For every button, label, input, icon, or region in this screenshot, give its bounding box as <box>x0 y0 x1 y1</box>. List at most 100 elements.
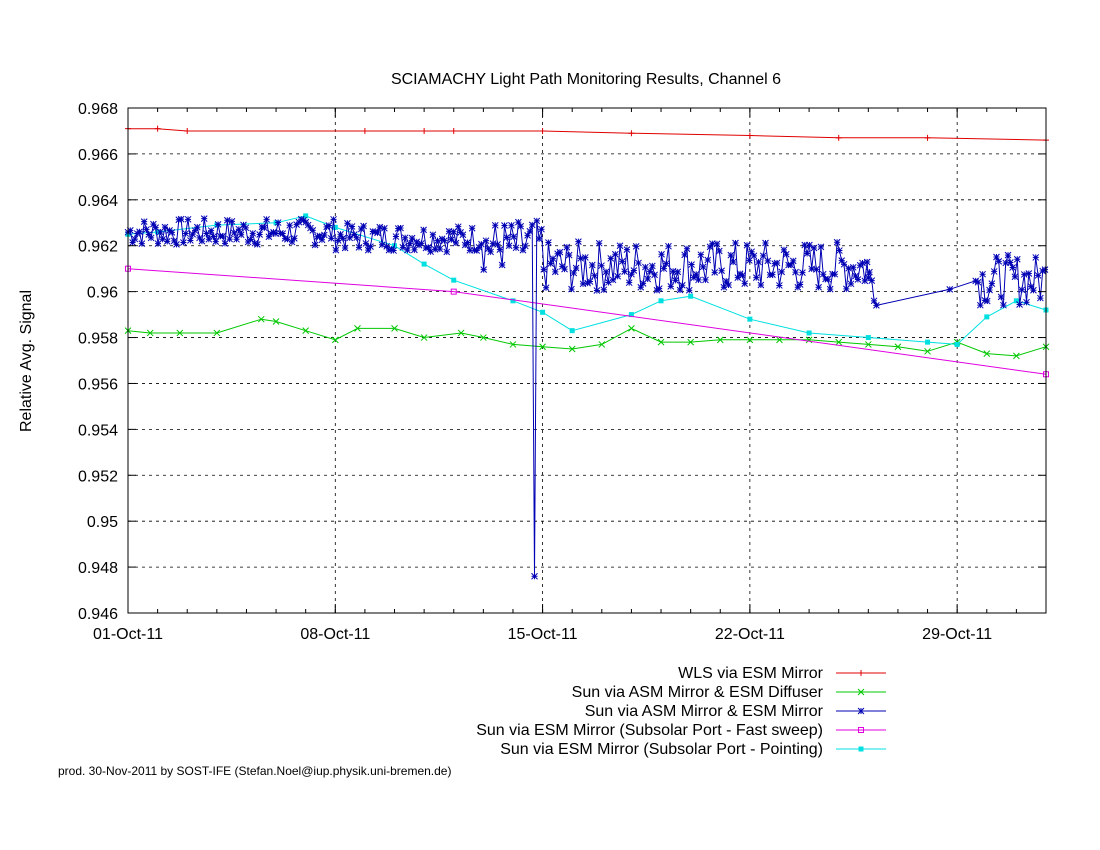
data-point <box>745 257 753 264</box>
data-point <box>782 250 790 258</box>
data-point <box>176 329 184 337</box>
y-tick-label: 0.968 <box>78 101 118 118</box>
data-point <box>974 278 982 286</box>
data-point <box>126 226 134 234</box>
data-point <box>480 334 487 341</box>
data-point <box>267 230 275 237</box>
data-point <box>223 216 231 224</box>
data-point <box>591 272 598 280</box>
data-point <box>147 234 155 242</box>
data-point <box>1025 270 1033 277</box>
data-point <box>258 223 266 231</box>
data-point <box>445 227 453 235</box>
data-point <box>660 265 668 273</box>
data-point <box>1037 294 1044 302</box>
data-point <box>237 231 245 239</box>
data-point <box>924 134 931 141</box>
data-point <box>510 233 518 241</box>
data-point <box>330 215 337 223</box>
data-point <box>602 268 610 276</box>
data-point <box>570 269 578 277</box>
data-point <box>651 271 658 279</box>
data-point <box>182 230 190 237</box>
data-point <box>979 270 986 278</box>
legend-marker <box>858 670 864 676</box>
data-point <box>170 237 178 245</box>
data-point <box>854 276 862 283</box>
data-point <box>413 238 421 246</box>
data-point <box>628 130 635 137</box>
data-point <box>598 262 605 270</box>
data-point <box>539 127 546 134</box>
data-point <box>494 240 501 248</box>
legend-marker <box>858 727 864 733</box>
data-point <box>720 283 728 291</box>
data-point <box>1018 286 1026 294</box>
data-point <box>163 238 171 245</box>
data-point <box>420 226 427 234</box>
series-2 <box>124 215 1049 580</box>
data-point <box>849 263 857 271</box>
data-point <box>976 301 984 309</box>
data-point <box>568 285 575 293</box>
data-point <box>1000 301 1007 309</box>
data-point <box>496 246 504 253</box>
data-point <box>722 277 730 285</box>
data-point <box>318 236 326 244</box>
data-point <box>778 268 786 276</box>
data-point <box>803 250 811 257</box>
data-point <box>1013 352 1020 360</box>
y-tick-label: 0.96 <box>87 285 118 302</box>
data-point <box>491 221 499 229</box>
data-point <box>762 239 769 247</box>
data-point <box>695 276 702 284</box>
data-point <box>334 237 342 244</box>
data-point <box>429 231 437 239</box>
data-point <box>542 284 550 292</box>
series-line <box>127 268 1047 375</box>
data-point <box>808 265 816 273</box>
data-point <box>595 239 603 247</box>
series-line <box>127 318 1047 357</box>
data-point <box>669 267 677 275</box>
data-point <box>390 247 397 254</box>
data-point <box>792 268 799 276</box>
data-point <box>692 270 700 278</box>
data-point <box>648 262 656 270</box>
data-point <box>870 297 878 305</box>
data-point <box>431 246 439 253</box>
data-point <box>614 272 622 280</box>
data-point <box>688 261 695 268</box>
data-point <box>658 250 665 258</box>
y-tick-label: 0.952 <box>78 468 118 485</box>
data-point <box>406 240 414 248</box>
data-point <box>219 232 227 240</box>
data-point <box>639 280 647 287</box>
data-point <box>579 280 587 288</box>
data-point <box>459 231 467 239</box>
y-tick-label: 0.958 <box>78 331 118 348</box>
data-point <box>699 263 707 271</box>
data-point <box>873 302 880 309</box>
y-tick-label: 0.946 <box>78 606 118 623</box>
data-point <box>391 325 398 332</box>
data-point <box>612 250 619 258</box>
data-point <box>512 244 520 252</box>
data-point <box>184 215 192 223</box>
data-point <box>480 266 488 273</box>
data-point <box>184 127 191 134</box>
data-point <box>498 261 506 269</box>
data-point <box>630 267 638 274</box>
data-point <box>279 230 287 237</box>
data-point <box>360 222 367 230</box>
data-point <box>628 270 635 278</box>
data-point <box>801 241 809 249</box>
data-point <box>535 235 543 243</box>
data-point <box>547 260 555 267</box>
data-point <box>297 215 305 223</box>
data-point <box>704 256 712 264</box>
data-point <box>156 228 164 236</box>
data-point <box>1016 301 1023 308</box>
data-point <box>290 235 298 242</box>
